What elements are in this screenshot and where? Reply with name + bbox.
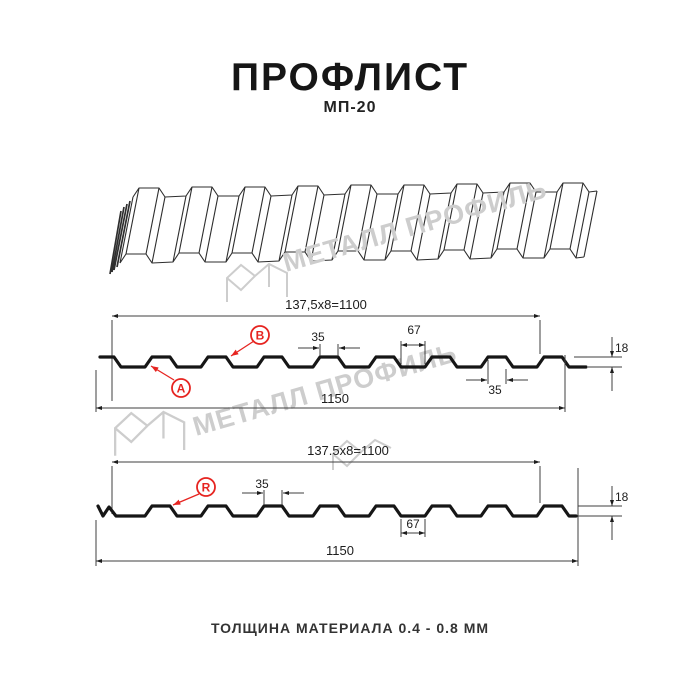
material-thickness-note: ТОЛЩИНА МАТЕРИАЛА 0.4 - 0.8 ММ — [210, 620, 490, 636]
svg-text:A: A — [177, 382, 186, 396]
page-title: ПРОФЛИСТ — [230, 56, 470, 99]
dim-profile-height: 18 — [615, 341, 629, 355]
brand-logo-watermark — [114, 410, 186, 456]
sheet-3d-view — [109, 182, 598, 275]
dim-crest-width: 35 — [311, 330, 325, 344]
profile-top-drawing: 137,5x8=1100 35 67 18 — [95, 297, 629, 412]
page-subtitle: МП-20 — [323, 99, 377, 116]
sheet-rib-lines — [119, 182, 598, 264]
side-r-label: R — [172, 477, 216, 506]
dim-valley-width: 67 — [406, 517, 420, 531]
dim-working-width: 137,5x8=1100 — [285, 297, 367, 312]
dim-valley-width: 67 — [407, 323, 421, 337]
profile-cross-section — [98, 355, 588, 369]
dim-profile-height: 18 — [615, 490, 629, 504]
profile-cross-section — [96, 504, 578, 518]
brand-logo-watermark — [332, 438, 392, 470]
dim-working-width: 137.5x8=1100 — [307, 443, 389, 458]
dim-crest-width: 35 — [255, 477, 269, 491]
svg-text:B: B — [256, 329, 265, 343]
dim-crest-bottom-width: 35 — [488, 383, 502, 397]
watermarks: МЕТАЛЛ ПРОФИЛЬ МЕТАЛЛ ПРОФИЛЬ — [114, 174, 550, 470]
brand-text-watermark: МЕТАЛЛ ПРОФИЛЬ — [189, 338, 460, 442]
sheet-cut-edge-hatch — [109, 200, 131, 275]
dim-overall-width: 1150 — [326, 543, 354, 558]
side-b-label: B — [230, 325, 270, 357]
svg-text:R: R — [202, 481, 211, 495]
dim-overall-width: 1150 — [321, 391, 349, 406]
brand-logo-watermark — [226, 262, 288, 302]
profile-bottom-drawing: 137.5x8=1100 35 18 67 — [95, 443, 629, 566]
side-a-label: A — [150, 365, 191, 398]
